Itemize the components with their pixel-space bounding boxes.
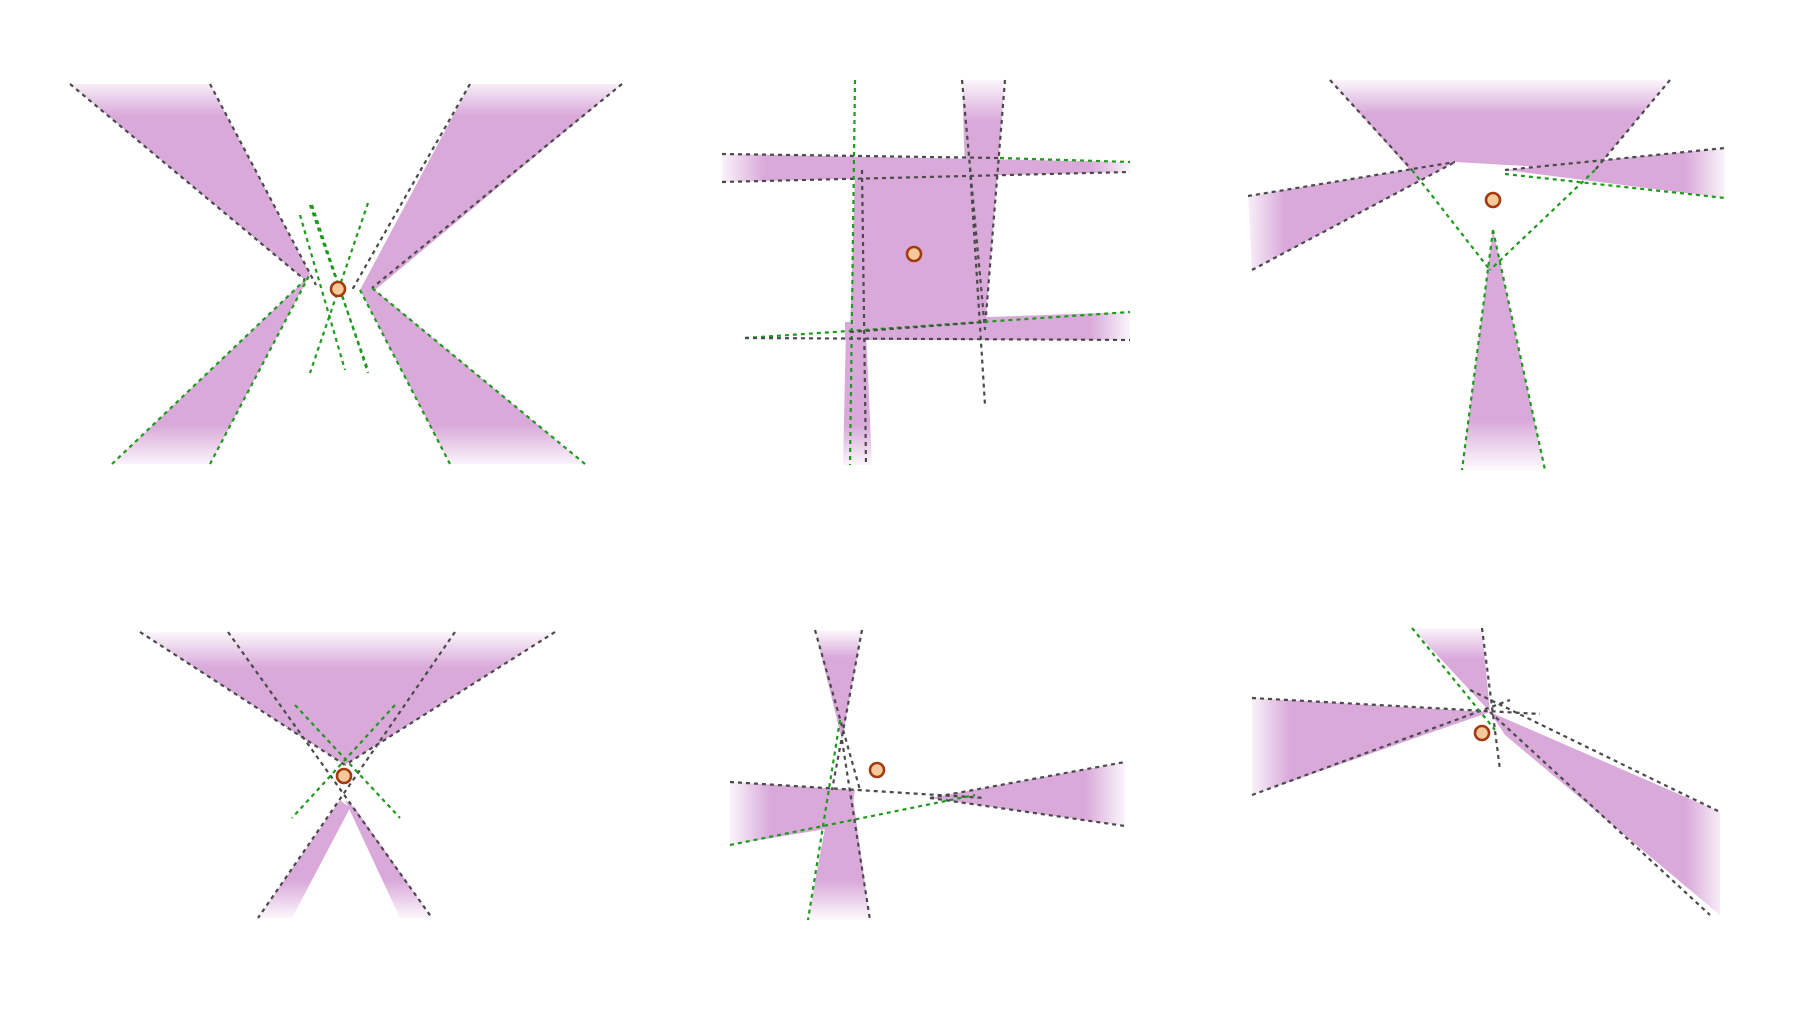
dashed-line <box>1469 689 1721 813</box>
dashed-line <box>371 83 623 289</box>
panel-triangle-regions <box>1248 80 1725 470</box>
fade-top <box>130 628 570 668</box>
dashed-line <box>371 287 586 465</box>
region-left-wedge <box>1252 698 1490 795</box>
fade-bottom <box>1450 420 1560 472</box>
dashed-line <box>721 152 1001 160</box>
dashed-line <box>1411 627 1496 731</box>
fade-left <box>1240 180 1285 280</box>
panel-fan-regions <box>1252 628 1720 915</box>
panel-hash-regions <box>722 80 1130 465</box>
fade-right <box>1085 755 1130 835</box>
panel-plus-lines <box>729 629 1126 921</box>
panel-hourglass-shape <box>130 628 570 922</box>
point-marker <box>335 767 353 785</box>
region-wedge-left <box>70 84 310 464</box>
dashed-line <box>1594 79 1671 171</box>
fade-top <box>1405 624 1490 659</box>
dashed-line <box>291 704 396 819</box>
dashed-line <box>257 631 456 919</box>
dashed-line <box>1251 698 1511 797</box>
panel-plus-regions <box>730 630 1125 920</box>
point-marker <box>329 280 347 298</box>
panel-hash-shape <box>715 76 1135 470</box>
fade-bottom <box>250 880 440 922</box>
dashed-line <box>227 631 433 919</box>
dashed-line <box>1251 161 1456 271</box>
dashed-line <box>929 760 1126 800</box>
panel-hourglass-lines <box>139 631 556 919</box>
dashed-line <box>1489 711 1711 916</box>
dashed-line <box>813 629 862 791</box>
region-wedge-right <box>360 84 622 464</box>
fade-top <box>950 76 1020 121</box>
fade-top <box>810 628 870 658</box>
dashed-line <box>344 631 556 766</box>
dashed-line <box>139 631 346 766</box>
region-strip-right-vertical <box>962 80 1005 330</box>
dashed-line <box>359 289 451 465</box>
dashed-line <box>983 79 1007 329</box>
dashed-line <box>848 79 857 466</box>
panel-triangle-shape <box>1240 76 1730 472</box>
dashed-line <box>1504 146 1726 172</box>
panel-fan-shape <box>1245 624 1730 920</box>
dashed-line <box>1489 169 1596 271</box>
panel-x-regions <box>70 84 622 464</box>
region-strip-top <box>722 154 1130 182</box>
fade-top <box>50 76 640 116</box>
dashed-line <box>294 704 401 819</box>
dashed-line <box>1411 169 1491 271</box>
dashed-line <box>960 79 987 331</box>
dashed-line <box>929 796 1126 828</box>
region-bottom-wedge <box>1462 230 1545 470</box>
panel-hash-lines <box>721 79 1131 466</box>
fade-left <box>715 150 765 190</box>
region-right-wedge <box>1490 712 1720 915</box>
fade-right <box>1685 800 1730 920</box>
dashed-line <box>1491 229 1547 471</box>
dashed-line <box>999 156 1131 164</box>
fade-top <box>1320 76 1680 114</box>
region-right-wedge <box>1505 148 1725 198</box>
dashed-line <box>830 629 864 791</box>
dashed-line <box>308 204 370 371</box>
region-strip-bottom <box>845 312 1130 340</box>
dashed-line <box>849 320 986 334</box>
panel-x-shape <box>50 76 640 470</box>
point-marker <box>868 761 886 779</box>
dashed-line <box>1247 160 1456 198</box>
region-right-wedge <box>930 762 1125 826</box>
panel-fan-lines <box>1251 627 1721 916</box>
dashed-line <box>840 739 872 921</box>
dashed-line <box>744 310 1131 340</box>
dashed-line <box>729 793 976 847</box>
point-marker <box>905 245 923 263</box>
point-marker <box>1473 724 1491 742</box>
dashed-line <box>1504 172 1726 200</box>
panel-triangle-lines <box>1247 79 1726 471</box>
dashed-line <box>860 169 868 466</box>
dashed-line <box>744 336 1131 342</box>
dashed-line <box>69 83 306 281</box>
fade-right <box>1090 150 1135 190</box>
dashed-line <box>806 719 842 921</box>
dashed-line <box>729 780 986 800</box>
dashed-line <box>1460 229 1495 471</box>
dashed-line <box>209 273 311 465</box>
dashed-line <box>209 83 317 286</box>
dashed-line <box>298 214 347 371</box>
fade-bottom <box>50 425 640 470</box>
point-marker <box>1484 191 1502 209</box>
panel-plus-shape <box>725 628 1130 922</box>
fade-left <box>1245 690 1290 800</box>
fade-bottom <box>835 425 885 470</box>
